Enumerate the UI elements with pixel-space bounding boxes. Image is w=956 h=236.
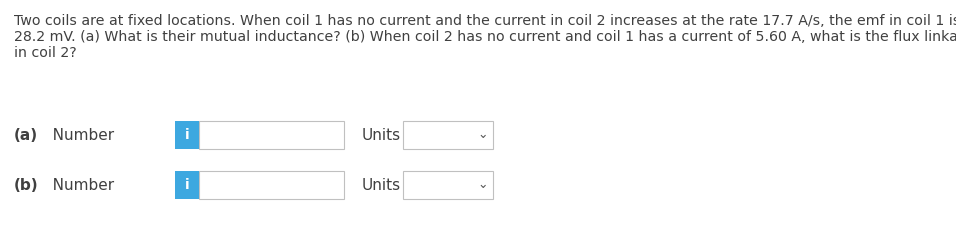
FancyBboxPatch shape	[175, 121, 199, 149]
Text: Two coils are at fixed locations. When coil 1 has no current and the current in : Two coils are at fixed locations. When c…	[14, 14, 956, 28]
Text: i: i	[185, 128, 189, 142]
Text: Number: Number	[38, 177, 114, 193]
Text: ⌄: ⌄	[478, 178, 489, 191]
Text: in coil 2?: in coil 2?	[14, 46, 76, 60]
FancyBboxPatch shape	[403, 171, 493, 199]
Text: Number: Number	[38, 127, 114, 143]
Text: ⌄: ⌄	[478, 128, 489, 142]
FancyBboxPatch shape	[199, 121, 344, 149]
FancyBboxPatch shape	[199, 171, 344, 199]
Text: (a): (a)	[14, 127, 38, 143]
FancyBboxPatch shape	[403, 121, 493, 149]
FancyBboxPatch shape	[175, 171, 199, 199]
Text: Units: Units	[362, 177, 402, 193]
Text: Units: Units	[362, 127, 402, 143]
Text: (b): (b)	[14, 177, 38, 193]
Text: i: i	[185, 178, 189, 192]
Text: 28.2 mV. (a) What is their mutual inductance? (b) When coil 2 has no current and: 28.2 mV. (a) What is their mutual induct…	[14, 30, 956, 44]
